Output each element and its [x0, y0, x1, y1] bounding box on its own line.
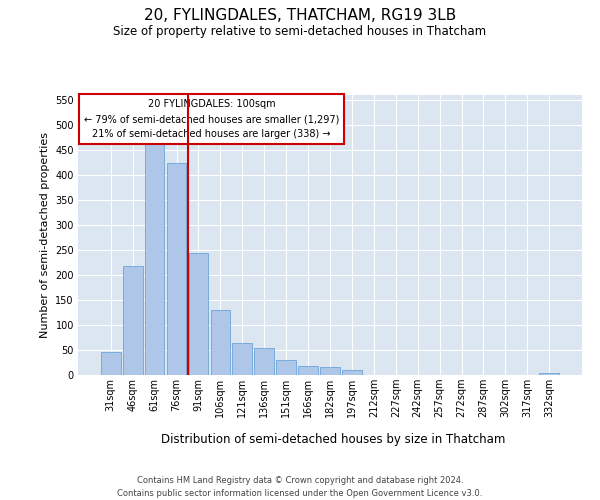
- Bar: [232, 342, 252, 375]
- Bar: [145, 130, 164, 375]
- Bar: [320, 366, 340, 375]
- Bar: [211, 310, 230, 375]
- Text: 20, FYLINGDALES, THATCHAM, RG19 3LB: 20, FYLINGDALES, THATCHAM, RG19 3LB: [144, 8, 456, 22]
- Text: Size of property relative to semi-detached houses in Thatcham: Size of property relative to semi-detach…: [113, 25, 487, 38]
- Bar: [342, 370, 362, 375]
- Text: 20 FYLINGDALES: 100sqm
← 79% of semi-detached houses are smaller (1,297)
21% of : 20 FYLINGDALES: 100sqm ← 79% of semi-det…: [84, 99, 339, 139]
- Text: Contains HM Land Registry data © Crown copyright and database right 2024.
Contai: Contains HM Land Registry data © Crown c…: [118, 476, 482, 498]
- Bar: [188, 252, 208, 375]
- Bar: [276, 360, 296, 375]
- Text: Distribution of semi-detached houses by size in Thatcham: Distribution of semi-detached houses by …: [161, 432, 505, 446]
- Bar: [539, 372, 559, 375]
- Bar: [101, 352, 121, 375]
- Bar: [298, 366, 318, 375]
- Y-axis label: Number of semi-detached properties: Number of semi-detached properties: [40, 132, 50, 338]
- Bar: [254, 348, 274, 375]
- Bar: [123, 266, 143, 375]
- Bar: [167, 162, 187, 375]
